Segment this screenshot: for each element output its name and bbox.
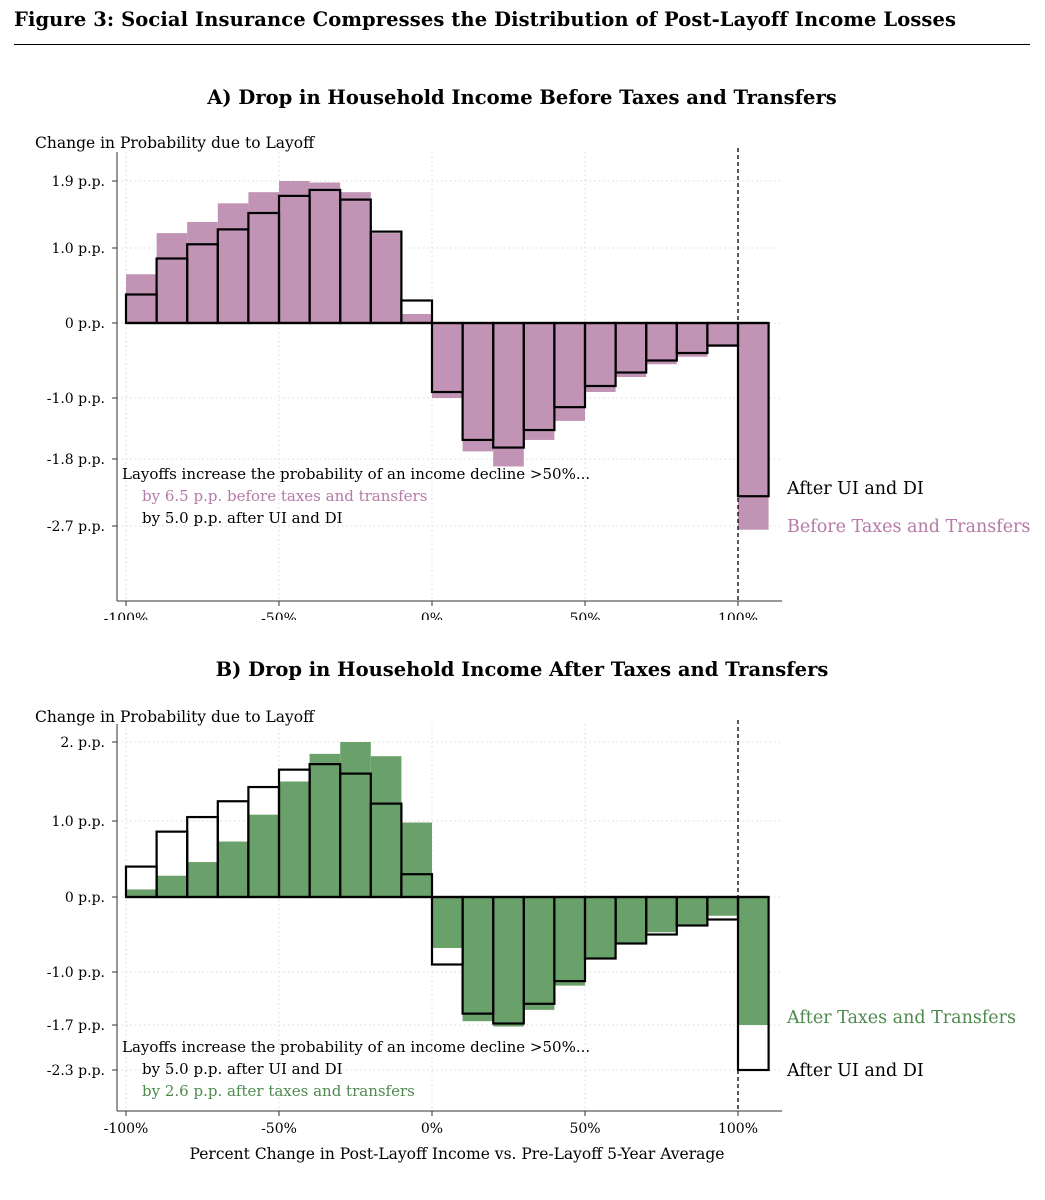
y-tick-label: -2.7 p.p.: [47, 519, 105, 535]
bar-filled: [615, 323, 647, 377]
x-tick-label: 0%: [421, 1121, 443, 1137]
y-tick-label: 0 p.p.: [65, 890, 105, 906]
bar-filled: [738, 897, 769, 1025]
bar-filled: [432, 323, 463, 398]
bar-filled: [401, 314, 432, 323]
y-tick-label: 1.9 p.p.: [51, 174, 105, 190]
bar-filled: [156, 233, 188, 323]
bar-filled: [707, 323, 738, 347]
annotation-line: Layoffs increase the probability of an i…: [122, 1038, 590, 1056]
bar-filled: [615, 897, 647, 944]
bar-filled: [493, 323, 524, 467]
bar-filled: [370, 233, 402, 323]
series-label: After UI and DI: [786, 1061, 924, 1081]
y-axis-label: Change in Probability due to Layoff: [35, 708, 315, 726]
bar-filled: [279, 781, 310, 897]
panel-b-chart: B) Drop in Household Income After Taxes …: [35, 658, 1016, 1163]
x-tick-label: 0%: [421, 611, 443, 620]
bar-filled: [646, 323, 677, 365]
bar-filled: [279, 181, 310, 323]
bar-filled: [585, 897, 616, 959]
x-tick-label: 50%: [569, 611, 600, 620]
y-tick-label: -1.7 p.p.: [47, 1018, 105, 1034]
bar-filled: [432, 897, 463, 948]
bar-filled: [523, 897, 555, 1010]
bar-filled: [340, 742, 371, 897]
panel-title: A) Drop in Household Income Before Taxes…: [206, 86, 836, 109]
x-tick-label: -50%: [261, 1121, 297, 1137]
title-divider: [14, 44, 1030, 45]
bar-filled: [676, 323, 708, 357]
annotation-line: by 2.6 p.p. after taxes and transfers: [142, 1082, 415, 1100]
series-label: After UI and DI: [786, 479, 924, 499]
annotation-line: by 6.5 p.p. before taxes and transfers: [142, 487, 427, 505]
y-tick-label: -1.8 p.p.: [47, 452, 105, 468]
bar-filled: [187, 862, 218, 897]
y-axis-label: Change in Probability due to Layoff: [35, 134, 315, 152]
bar-filled: [585, 323, 616, 392]
bar-filled: [309, 182, 341, 323]
bar-filled: [523, 323, 555, 440]
x-tick-label: -50%: [261, 611, 297, 620]
annotation-line: by 5.0 p.p. after UI and DI: [142, 509, 343, 527]
panel-title: B) Drop in Household Income After Taxes …: [216, 658, 829, 681]
bar-filled: [248, 192, 279, 323]
bar-filled: [462, 323, 494, 452]
x-tick-label: 100%: [718, 1121, 758, 1137]
panel-a-chart: A) Drop in Household Income Before Taxes…: [35, 86, 1030, 620]
bar-filled: [126, 274, 157, 323]
bar-filled: [462, 897, 494, 1022]
bar-filled: [676, 897, 708, 926]
series-label: After Taxes and Transfers: [786, 1008, 1016, 1028]
bar-filled: [340, 192, 371, 323]
y-tick-label: 1.0 p.p.: [51, 814, 105, 830]
bar-filled: [217, 203, 249, 323]
bar-filled: [707, 897, 738, 916]
bar-filled: [217, 841, 249, 897]
bar-filled: [126, 889, 157, 897]
y-tick-label: -1.0 p.p.: [47, 965, 105, 981]
x-axis-label: Percent Change in Post-Layoff Income vs.…: [190, 1145, 725, 1163]
figure-title: Figure 3: Social Insurance Compresses th…: [14, 8, 957, 31]
y-tick-label: 1.0 p.p.: [51, 241, 105, 257]
annotation-line: by 5.0 p.p. after UI and DI: [142, 1060, 343, 1078]
y-tick-label: 0 p.p.: [65, 316, 105, 332]
x-tick-label: 100%: [718, 611, 758, 620]
annotation-line: Layoffs increase the probability of an i…: [122, 465, 590, 483]
bar-filled: [248, 814, 279, 897]
x-tick-label: -100%: [104, 1121, 149, 1137]
bar-filled: [309, 753, 341, 897]
bar-filled: [646, 897, 677, 933]
bar-filled: [187, 221, 218, 323]
x-tick-label: 50%: [569, 1121, 600, 1137]
bar-filled: [493, 897, 524, 1027]
y-tick-label: -1.0 p.p.: [47, 391, 105, 407]
bar-filled: [401, 822, 432, 897]
y-tick-label: 2. p.p.: [60, 735, 105, 751]
y-tick-label: -2.3 p.p.: [47, 1063, 105, 1079]
bar-filled: [156, 875, 188, 897]
bar-filled: [370, 756, 402, 897]
bar-filled: [738, 323, 769, 530]
bar-filled: [554, 323, 585, 421]
series-label: Before Taxes and Transfers: [787, 517, 1030, 537]
bar-filled: [554, 897, 585, 986]
x-tick-label: -100%: [104, 611, 149, 620]
